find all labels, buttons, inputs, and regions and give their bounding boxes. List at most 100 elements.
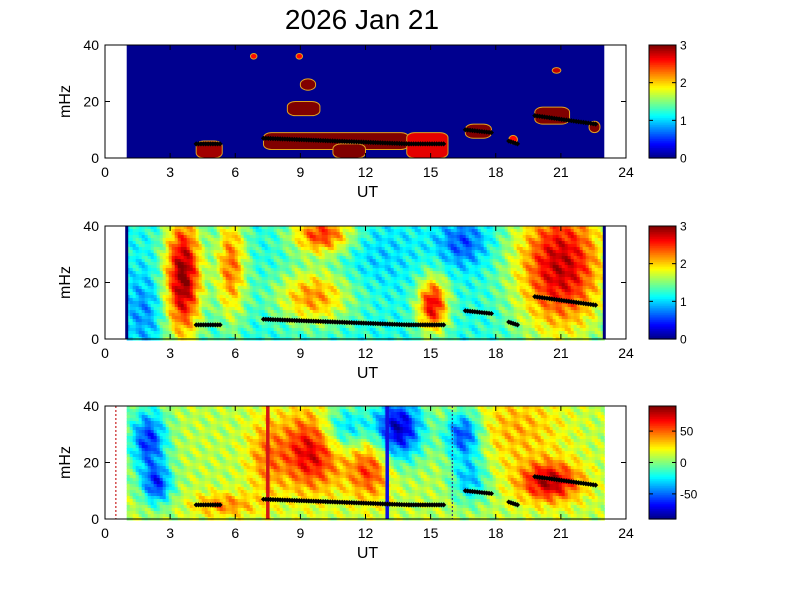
heatmap-cell: [258, 319, 263, 323]
heatmap-cell: [201, 286, 206, 290]
heatmap-cell: [201, 238, 206, 242]
heatmap-cell: [273, 325, 278, 329]
heatmap-cell: [207, 247, 212, 251]
heatmap-cell: [357, 268, 362, 272]
heatmap-cell: [231, 283, 236, 287]
heatmap-cell: [159, 274, 164, 278]
heatmap-cell: [297, 304, 302, 308]
heatmap-cell: [162, 286, 167, 290]
heatmap-cell: [495, 280, 500, 284]
heatmap-cell: [195, 316, 200, 320]
heatmap-cell: [324, 286, 329, 290]
heatmap-cell: [219, 319, 224, 323]
heatmap-cell: [132, 226, 137, 230]
heatmap-cell: [339, 262, 344, 266]
heatmap-cell: [258, 328, 263, 332]
heatmap-cell: [378, 262, 383, 266]
heatmap-cell: [297, 244, 302, 248]
heatmap-cell: [375, 331, 380, 335]
heatmap-cell: [465, 328, 470, 332]
heatmap-cell: [162, 265, 167, 269]
heatmap-cell: [465, 295, 470, 299]
heatmap-cell: [462, 301, 467, 305]
heatmap-cell: [207, 304, 212, 308]
heatmap-cell: [486, 304, 491, 308]
heatmap-cell: [420, 229, 425, 233]
heatmap-cell: [336, 313, 341, 317]
heatmap-cell: [141, 316, 146, 320]
heatmap-cell: [480, 283, 485, 287]
heatmap-cell: [324, 307, 329, 311]
heatmap-cell: [210, 274, 215, 278]
heatmap-cell: [306, 226, 311, 230]
heatmap-cell: [324, 247, 329, 251]
heatmap-cell: [417, 331, 422, 335]
heatmap-cell: [213, 235, 218, 239]
heatmap-cell: [360, 253, 365, 257]
heatmap-cell: [183, 256, 188, 260]
heatmap-cell: [237, 226, 242, 230]
heatmap-cell: [273, 262, 278, 266]
heatmap-cell: [159, 307, 164, 311]
heatmap-cell: [291, 241, 296, 245]
heatmap-cell: [354, 277, 359, 281]
heatmap-cell: [291, 268, 296, 272]
heatmap-cell: [303, 283, 308, 287]
heatmap-cell: [228, 268, 233, 272]
heatmap-cell: [354, 247, 359, 251]
heatmap-cell: [285, 295, 290, 299]
heatmap-cell: [210, 331, 215, 335]
heatmap-cell: [246, 229, 251, 233]
heatmap-cell: [216, 292, 221, 296]
heatmap-cell: [444, 316, 449, 320]
heatmap-cell: [411, 328, 416, 332]
heatmap-cell: [165, 226, 170, 230]
heatmap-cell: [288, 292, 293, 296]
heatmap-cell: [420, 256, 425, 260]
heatmap-cell: [492, 292, 497, 296]
heatmap-cell: [234, 295, 239, 299]
heatmap-cell: [258, 316, 263, 320]
heatmap-cell: [495, 256, 500, 260]
heatmap-cell: [177, 229, 182, 233]
heatmap-cell: [393, 298, 398, 302]
heatmap-cell: [240, 229, 245, 233]
heatmap-cell: [423, 247, 428, 251]
heatmap-cell: [447, 313, 452, 317]
heatmap-cell: [168, 259, 173, 263]
colorbar-segment: [649, 94, 676, 97]
heatmap-cell: [183, 322, 188, 326]
heatmap-cell: [150, 283, 155, 287]
heatmap-cell: [228, 250, 233, 254]
heatmap-cell: [288, 304, 293, 308]
heatmap-cell: [168, 286, 173, 290]
heatmap-cell: [498, 268, 503, 272]
heatmap-cell: [198, 271, 203, 275]
heatmap-cell: [390, 280, 395, 284]
heatmap-cell: [255, 253, 260, 257]
ridge-marker: [571, 118, 577, 124]
heatmap-cell: [168, 271, 173, 275]
heatmap-cell: [306, 325, 311, 329]
heatmap-cell: [240, 310, 245, 314]
heatmap-cell: [201, 235, 206, 239]
heatmap-cell: [312, 271, 317, 275]
heatmap-cell: [348, 232, 353, 236]
heatmap-cell: [321, 268, 326, 272]
heatmap-cell: [267, 274, 272, 278]
heatmap-cell: [402, 268, 407, 272]
heatmap-cell: [447, 325, 452, 329]
heatmap-cell: [252, 289, 257, 293]
heatmap-cell: [324, 301, 329, 305]
heatmap-cell: [237, 283, 242, 287]
heatmap-cell: [249, 304, 254, 308]
heatmap-cell: [366, 253, 371, 257]
heatmap-cell: [321, 286, 326, 290]
heatmap-cell: [129, 310, 134, 314]
heatmap-cell: [135, 292, 140, 296]
heatmap-cell: [396, 310, 401, 314]
heatmap-cell: [441, 286, 446, 290]
heatmap-cell: [192, 235, 197, 239]
heatmap-cell: [441, 235, 446, 239]
heatmap-cell: [165, 259, 170, 263]
